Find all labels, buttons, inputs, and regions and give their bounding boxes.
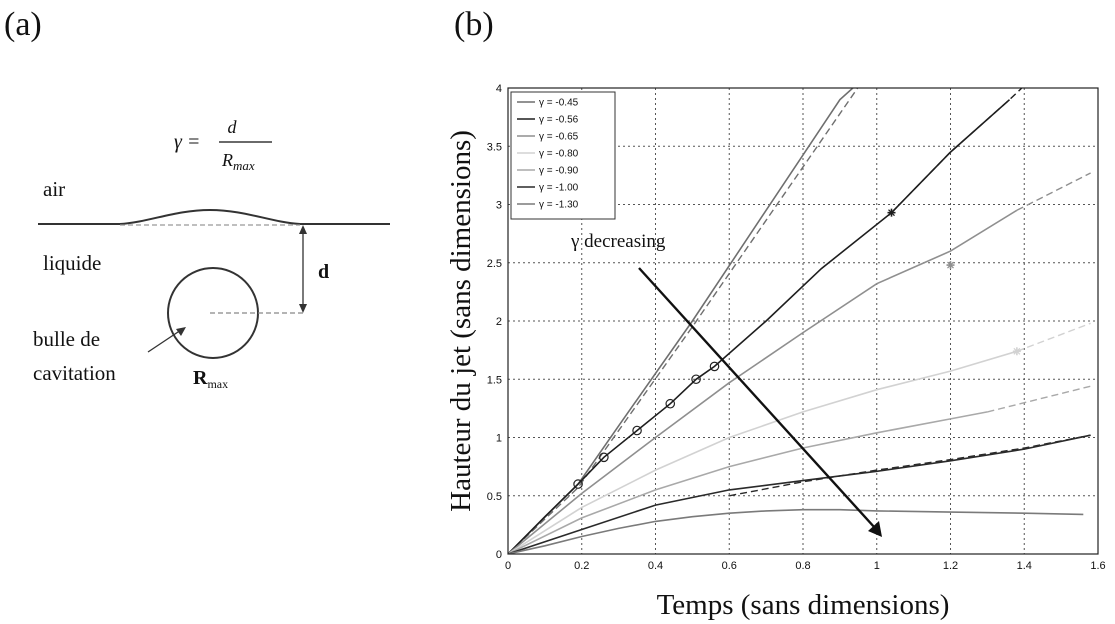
x-tick-label: 0.6: [722, 560, 737, 572]
bubble-pointer-arrow: [147, 327, 186, 353]
x-tick-label: 1.6: [1090, 560, 1105, 572]
x-axis-title: Temps (sans dimensions): [657, 589, 950, 621]
x-tick-label: 0.4: [648, 560, 663, 572]
legend-label-0: γ = -0.45: [539, 98, 579, 109]
series-line-3: [508, 350, 1018, 554]
panel-b: (b) 0 0.2 0.4 0.6 0.8 1 1.2 1.4 1.6 0 0.5 1 1.5 2 2.5 3…: [445, 6, 1106, 621]
star-marker: [887, 208, 896, 217]
series-fit-line-2: [1016, 172, 1091, 211]
x-tick-label: 0.2: [574, 560, 589, 572]
bubble-label-line2: cavitation: [33, 361, 116, 385]
legend-label-1: γ = -0.56: [539, 115, 579, 126]
legend-label-3: γ = -0.80: [539, 149, 579, 160]
y-tick-label: 2: [496, 316, 502, 328]
star-marker: [946, 261, 955, 270]
formula-denominator: Rmax: [221, 150, 255, 173]
panel-a: (a) γ = d Rmax air liquide d bulle de ca…: [4, 6, 390, 391]
gamma-formula: γ = d Rmax: [174, 117, 272, 173]
x-tick-label: 0.8: [795, 560, 810, 572]
circle-marker: [599, 452, 609, 463]
series-line-2: [508, 209, 1018, 554]
series-fit-line-5: [729, 434, 1091, 497]
grid: [508, 88, 1098, 554]
circle-marker: [709, 361, 720, 372]
legend-label-4: γ = -0.90: [539, 166, 579, 177]
series-fit-line-0: [508, 88, 859, 554]
legend-label-2: γ = -0.65: [539, 132, 579, 143]
free-surface: [38, 208, 390, 225]
series-layer: [508, 88, 1091, 554]
y-tick-label: 4: [496, 83, 502, 95]
depth-arrow: d: [299, 225, 329, 313]
x-tick-label: 1: [874, 560, 880, 572]
depth-label: d: [318, 261, 329, 283]
y-tick-label: 0.5: [487, 491, 502, 503]
circle-marker: [632, 425, 642, 436]
formula-numerator: d: [228, 117, 238, 137]
y-tick-label: 1: [496, 433, 502, 445]
liquid-label: liquide: [43, 251, 101, 275]
y-tick-label: 1.5: [487, 374, 502, 386]
y-axis-title: Hauteur du jet (sans dimensions): [445, 130, 477, 512]
circle-marker: [691, 374, 701, 385]
series-line-5: [508, 434, 1091, 554]
circle-marker: [665, 398, 676, 409]
radius-label: Rmax: [193, 367, 228, 391]
x-tick-label: 0: [505, 560, 511, 572]
circle-marker: [573, 479, 583, 489]
series-fit-line-3: [1016, 322, 1091, 352]
tick-labels: 0 0.2 0.4 0.6 0.8 1 1.2 1.4 1.6 0 0.5 1 1.5 2 2.5 3 3.5 4: [487, 83, 1106, 572]
legend-label-5: γ = -1.00: [539, 183, 579, 194]
x-tick-label: 1.2: [943, 560, 958, 572]
plot-frame: [507, 87, 1099, 555]
panel-a-label: (a): [4, 6, 42, 43]
legend-label-6: γ = -1.30: [539, 200, 579, 211]
legend-box: [510, 91, 616, 220]
y-tick-label: 3.5: [487, 141, 502, 153]
formula-lhs: γ =: [174, 131, 200, 153]
gamma-decreasing-arrow: [638, 267, 882, 537]
x-tick-label: 1.4: [1017, 560, 1032, 572]
series-line-6: [508, 508, 1084, 554]
series-fit-line-4: [987, 385, 1091, 413]
y-tick-label: 0: [496, 549, 502, 561]
y-tick-label: 3: [496, 200, 502, 212]
legend: γ = -0.45 γ = -0.56 γ = -0.65 γ = -0.80 γ = …: [510, 91, 616, 220]
marker-layer: [573, 208, 1021, 489]
star-marker: [1012, 347, 1021, 356]
air-label: air: [43, 177, 65, 201]
y-tick-label: 2.5: [487, 258, 502, 270]
panel-b-label: (b): [454, 6, 494, 43]
series-line-4: [508, 411, 988, 554]
gamma-decreasing-annotation: γ decreasing: [570, 231, 666, 252]
bubble-label-line1: bulle de: [33, 327, 100, 351]
